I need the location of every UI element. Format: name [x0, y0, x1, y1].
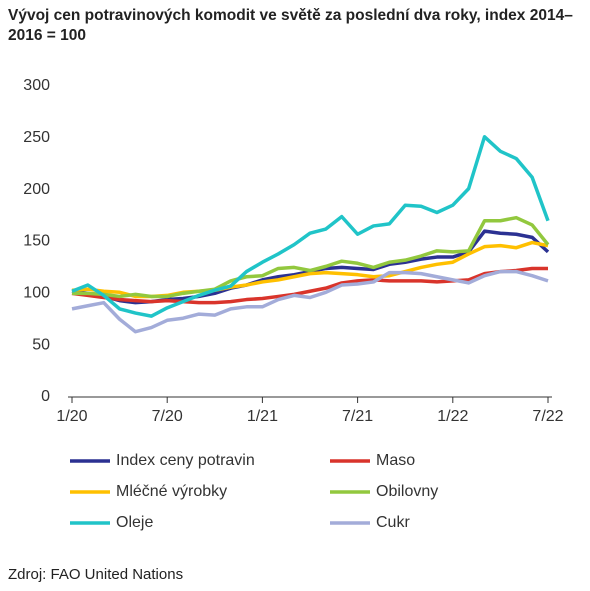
- x-tick-label: 7/22: [532, 408, 563, 425]
- legend-label: Mléčné výrobky: [116, 483, 227, 500]
- y-tick-label: 50: [32, 336, 50, 353]
- x-tick-label: 7/21: [342, 408, 373, 425]
- x-tick-label: 7/20: [152, 408, 183, 425]
- x-tick-label: 1/21: [247, 408, 278, 425]
- chart-title: Vývoj cen potravinových komodit ve světě…: [8, 7, 573, 44]
- y-tick-label: 200: [23, 181, 50, 198]
- legend-label: Oleje: [116, 514, 153, 531]
- x-tick-label: 1/20: [56, 408, 87, 425]
- series-line: [71, 269, 549, 334]
- source: Zdroj: FAO United Nations: [8, 566, 184, 583]
- y-tick-label: 300: [23, 77, 50, 94]
- series-line: [71, 135, 550, 318]
- x-tick-label: 1/22: [437, 408, 468, 425]
- series-line: [72, 215, 550, 299]
- legend-label: Cukr: [376, 514, 410, 531]
- series-line: [71, 266, 548, 305]
- y-tick-label: 100: [23, 285, 50, 302]
- y-tick-label: 0: [41, 388, 50, 405]
- legend-label: Obilovny: [376, 483, 438, 500]
- legend-label: Maso: [376, 452, 415, 469]
- legend-label: Index ceny potravin: [116, 452, 255, 469]
- y-tick-label: 250: [23, 129, 50, 146]
- y-tick-label: 150: [23, 233, 50, 250]
